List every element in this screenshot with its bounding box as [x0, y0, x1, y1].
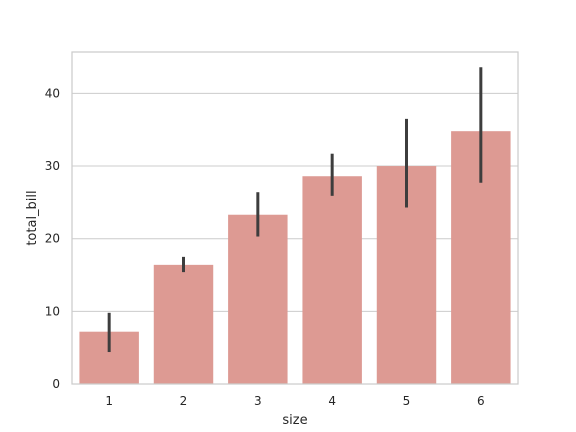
bar [228, 214, 288, 384]
y-tick-labels: 0 10 20 30 40 [45, 86, 60, 391]
plot-frame [71, 51, 519, 385]
y-tick-label: 20 [45, 232, 60, 246]
x-tick-label: 6 [477, 394, 485, 408]
x-tick-labels: 1 2 3 4 5 6 [105, 394, 484, 408]
error-bars [107, 67, 483, 353]
y-tick-label: 10 [45, 304, 60, 318]
x-tick-label: 3 [254, 394, 262, 408]
y-tick-label: 0 [52, 377, 60, 391]
y-tick-label: 40 [45, 86, 60, 100]
bar [302, 176, 362, 384]
x-axis-label: size [282, 413, 307, 428]
x-tick-label: 5 [403, 394, 411, 408]
bar [153, 264, 214, 384]
y-tick-label: 30 [45, 159, 60, 173]
x-tick-label: 4 [328, 394, 336, 408]
x-tick-label: 2 [180, 394, 188, 408]
bars [79, 131, 511, 384]
y-axis-label: total_bill [25, 190, 40, 245]
x-tick-label: 1 [105, 394, 113, 408]
